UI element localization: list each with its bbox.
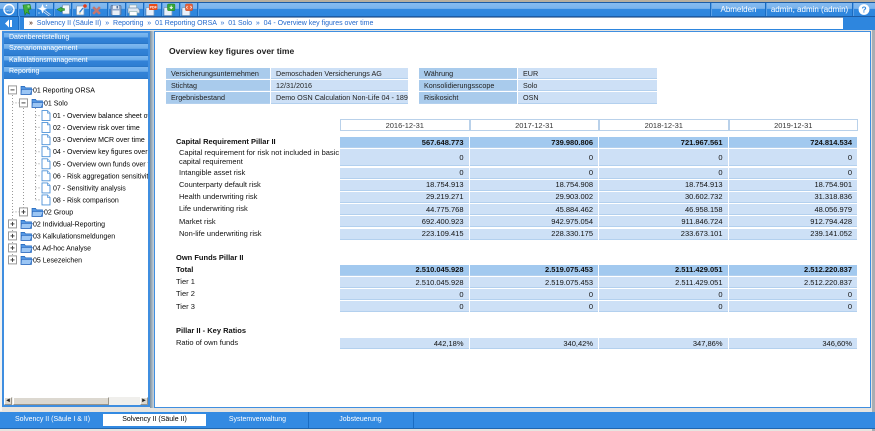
svg-text:02 - Overview risk over time: 02 - Overview risk over time xyxy=(53,124,140,131)
svg-text:05 Lesezeichen: 05 Lesezeichen xyxy=(33,257,82,264)
svg-text:04 Ad-hoc Analyse: 04 Ad-hoc Analyse xyxy=(33,245,91,252)
svg-text:02 Individual-Reporting: 02 Individual-Reporting xyxy=(33,221,105,228)
svg-text:03 - Overview MCR over time: 03 - Overview MCR over time xyxy=(53,137,145,144)
svg-text:05 - Overview own funds over t: 05 - Overview own funds over time xyxy=(53,161,148,168)
svg-text:03 Kalkulationsmeldungen: 03 Kalkulationsmeldungen xyxy=(33,233,115,240)
svg-text:web: web xyxy=(5,8,13,13)
svg-text:01 Solo: 01 Solo xyxy=(44,100,68,107)
svg-text:?: ? xyxy=(861,4,866,14)
svg-text:04 - Overview key figures over: 04 - Overview key figures over time xyxy=(53,149,148,156)
svg-text:08 - Risk comparison: 08 - Risk comparison xyxy=(53,197,119,204)
svg-text:01 Reporting ORSA: 01 Reporting ORSA xyxy=(33,87,95,94)
svg-text:07 - Sensitivity analysis: 07 - Sensitivity analysis xyxy=(53,185,126,192)
svg-text:PDF: PDF xyxy=(150,6,158,10)
svg-text:06 - Risk aggregation sensitiv: 06 - Risk aggregation sensitivity xyxy=(53,173,148,180)
svg-text:02 Group: 02 Group xyxy=(44,209,73,216)
svg-text:01 - Overview balance sheet ov: 01 - Overview balance sheet over time xyxy=(53,113,148,120)
